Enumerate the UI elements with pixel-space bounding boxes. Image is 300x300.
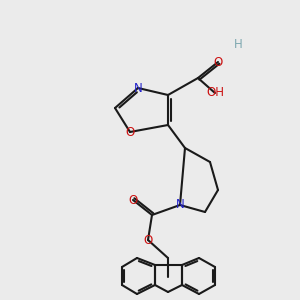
- Text: O: O: [143, 233, 153, 247]
- Text: O: O: [213, 56, 223, 68]
- Text: N: N: [176, 199, 184, 212]
- Text: O: O: [125, 125, 135, 139]
- Text: O: O: [128, 194, 138, 206]
- Text: OH: OH: [206, 86, 224, 100]
- Text: N: N: [134, 82, 142, 94]
- Text: H: H: [234, 38, 242, 52]
